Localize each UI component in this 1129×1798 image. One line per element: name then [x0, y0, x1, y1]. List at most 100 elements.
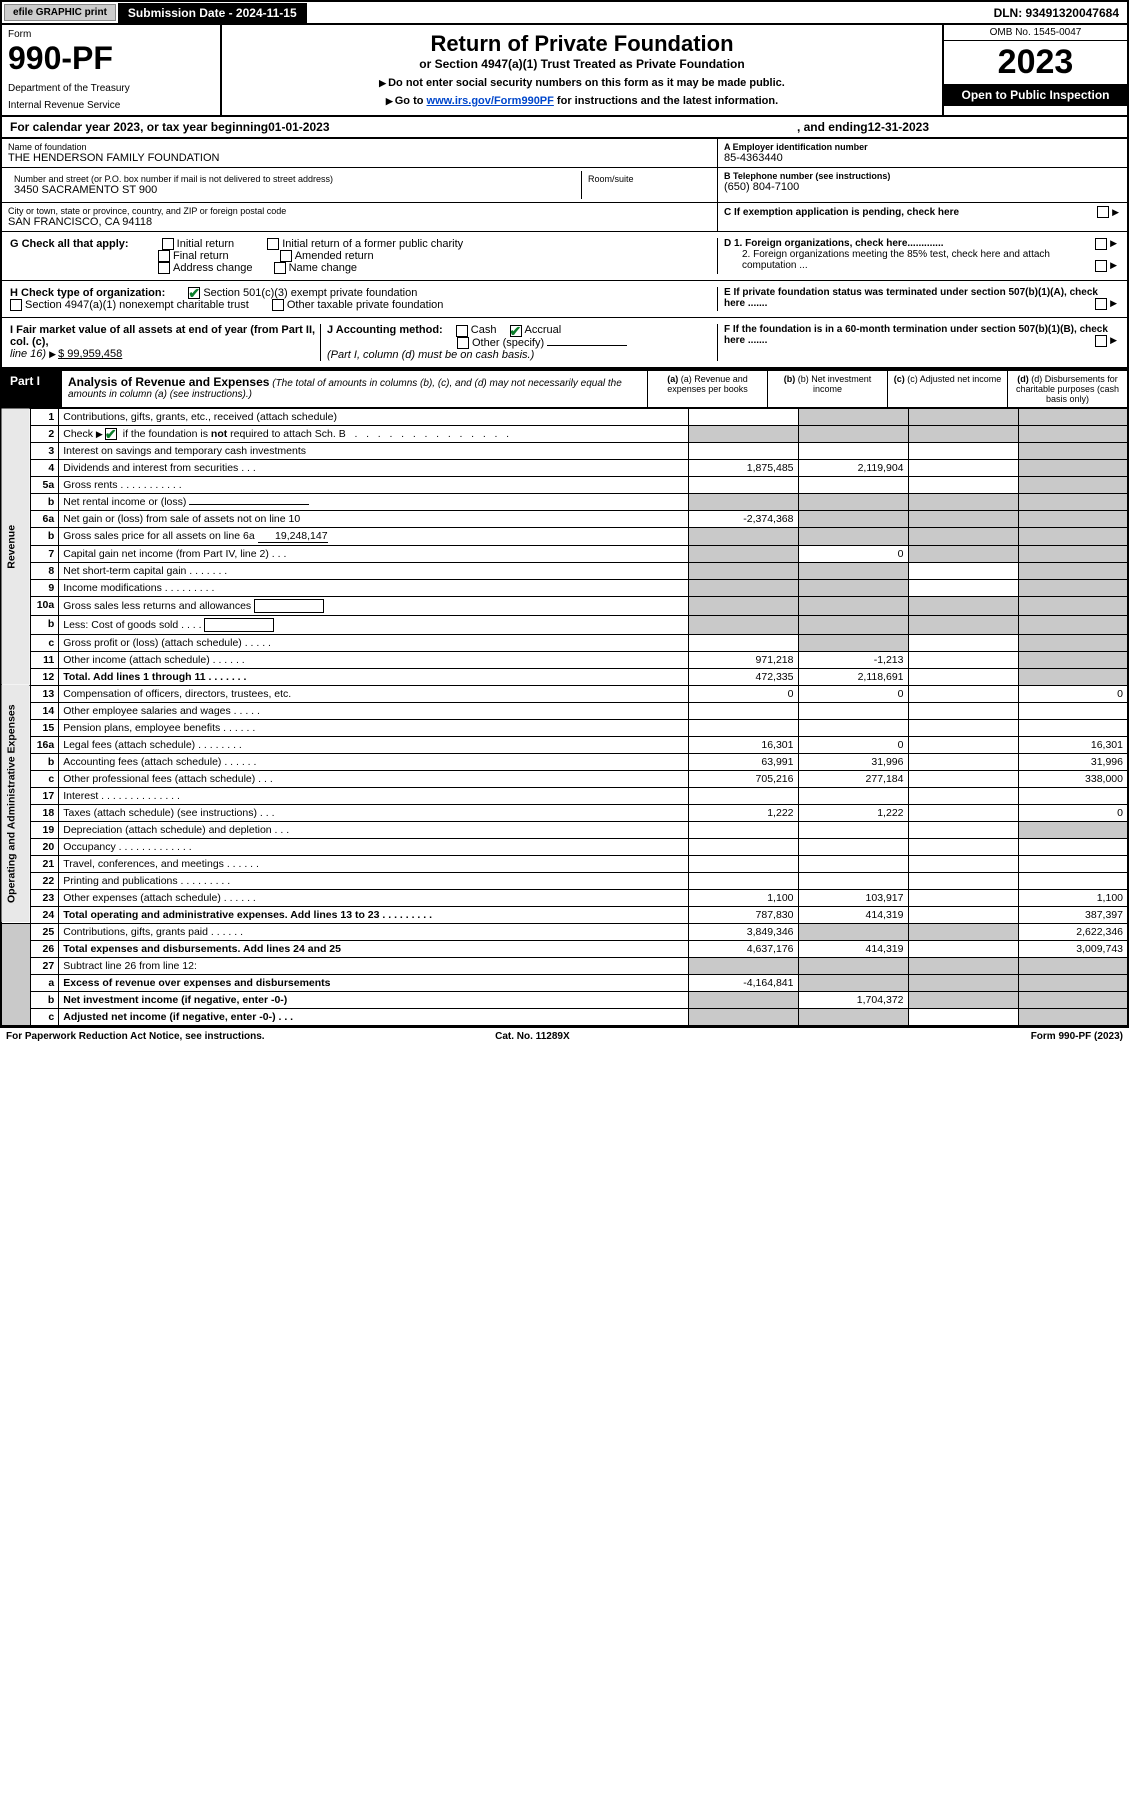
form-number: 990-PF — [8, 40, 214, 77]
addr-value: 3450 SACRAMENTO ST 900 — [14, 184, 575, 196]
g-section: G Check all that apply: Initial return I… — [10, 238, 717, 274]
r10a-desc: Gross sales less returns and allowances — [59, 596, 688, 615]
table-row: 9Income modifications . . . . . . . . . — [1, 579, 1128, 596]
table-row: 25Contributions, gifts, grants paid . . … — [1, 923, 1128, 940]
r25-num: 25 — [31, 923, 59, 940]
r18-a: 1,222 — [688, 804, 798, 821]
table-row: 11Other income (attach schedule) . . . .… — [1, 651, 1128, 668]
r24-a: 787,830 — [688, 906, 798, 923]
r18-desc: Taxes (attach schedule) (see instruction… — [59, 804, 688, 821]
r16a-d: 16,301 — [1018, 736, 1128, 753]
r25-a: 3,849,346 — [688, 923, 798, 940]
cal-start: 01-01-2023 — [268, 120, 329, 134]
table-row: 20Occupancy . . . . . . . . . . . . . — [1, 838, 1128, 855]
form-note-1: Do not enter social security numbers on … — [232, 77, 932, 89]
col-d-header: (d) (d) Disbursements for charitable pur… — [1007, 371, 1127, 407]
i-label: I Fair market value of all assets at end… — [10, 324, 315, 348]
r16c-b: 277,184 — [798, 770, 908, 787]
r3-num: 3 — [31, 442, 59, 459]
r26-a: 4,637,176 — [688, 940, 798, 957]
omb-number: OMB No. 1545-0047 — [944, 25, 1127, 41]
j-accrual: Accrual — [525, 324, 562, 336]
d2-checkbox[interactable] — [1095, 260, 1107, 272]
g-initial-former-checkbox[interactable] — [267, 238, 279, 250]
r17-desc: Interest . . . . . . . . . . . . . . — [59, 787, 688, 804]
r8-desc: Net short-term capital gain . . . . . . … — [59, 562, 688, 579]
g-initial-checkbox[interactable] — [162, 238, 174, 250]
j-label: J Accounting method: — [327, 324, 443, 336]
g-amended-checkbox[interactable] — [280, 250, 292, 262]
table-row: cGross profit or (loss) (attach schedule… — [1, 634, 1128, 651]
j-note: (Part I, column (d) must be on cash basi… — [327, 349, 534, 361]
r24-d: 387,397 — [1018, 906, 1128, 923]
form990pf-link[interactable]: www.irs.gov/Form990PF — [427, 95, 554, 107]
r6a-a: -2,374,368 — [688, 510, 798, 527]
part1-table: Revenue 1Contributions, gifts, grants, e… — [0, 407, 1129, 1027]
h-section: H Check type of organization: Section 50… — [10, 287, 717, 311]
r10a-num: 10a — [31, 596, 59, 615]
h-4947-checkbox[interactable] — [10, 299, 22, 311]
h-other-checkbox[interactable] — [272, 299, 284, 311]
form-note-2: Go to www.irs.gov/Form990PF for instruct… — [232, 95, 932, 107]
form-title: Return of Private Foundation — [232, 31, 932, 57]
g-address-checkbox[interactable] — [158, 262, 170, 274]
f-label: F If the foundation is in a 60-month ter… — [724, 324, 1108, 346]
r7-desc: Capital gain net income (from Part IV, l… — [59, 545, 688, 562]
j-other-checkbox[interactable] — [457, 337, 469, 349]
name-label: Name of foundation — [8, 142, 711, 152]
city-value: SAN FRANCISCO, CA 94118 — [8, 216, 711, 228]
j-accrual-checkbox[interactable] — [510, 325, 522, 337]
r17-num: 17 — [31, 787, 59, 804]
page-footer: For Paperwork Reduction Act Notice, see … — [0, 1027, 1129, 1045]
r7-num: 7 — [31, 545, 59, 562]
phone-value: (650) 804-7100 — [724, 181, 1121, 193]
r4-a: 1,875,485 — [688, 459, 798, 476]
table-row: 8Net short-term capital gain . . . . . .… — [1, 562, 1128, 579]
r12-a: 472,335 — [688, 668, 798, 685]
r23-num: 23 — [31, 889, 59, 906]
open-inspection: Open to Public Inspection — [944, 84, 1127, 106]
g-name-checkbox[interactable] — [274, 262, 286, 274]
r22-desc: Printing and publications . . . . . . . … — [59, 872, 688, 889]
r12-num: 12 — [31, 668, 59, 685]
r4-num: 4 — [31, 459, 59, 476]
header-mid: Return of Private Foundation or Section … — [222, 25, 942, 115]
r11-a: 971,218 — [688, 651, 798, 668]
d1-checkbox[interactable] — [1095, 238, 1107, 250]
r9-num: 9 — [31, 579, 59, 596]
schb-checkbox[interactable] — [105, 428, 117, 440]
name-block: Name of foundation THE HENDERSON FAMILY … — [0, 139, 1129, 168]
table-row: 22Printing and publications . . . . . . … — [1, 872, 1128, 889]
r23-d: 1,100 — [1018, 889, 1128, 906]
phone-cell: B Telephone number (see instructions) (6… — [717, 168, 1127, 203]
table-row: 2Check if the foundation is not required… — [1, 425, 1128, 442]
r6b-desc: Gross sales price for all assets on line… — [59, 527, 688, 545]
r26-b: 414,319 — [798, 940, 908, 957]
r27c-num: c — [31, 1008, 59, 1026]
r23-a: 1,100 — [688, 889, 798, 906]
g-o4: Amended return — [295, 250, 374, 262]
cd: (d) Disbursements for charitable purpose… — [1016, 374, 1119, 404]
h-e-row: H Check type of organization: Section 50… — [0, 281, 1129, 318]
g-o5: Address change — [173, 262, 253, 274]
footer-right: Form 990-PF (2023) — [1031, 1031, 1123, 1042]
e-checkbox[interactable] — [1095, 298, 1107, 310]
table-row: 27Subtract line 26 from line 12: — [1, 957, 1128, 974]
f-checkbox[interactable] — [1095, 335, 1107, 347]
r8-num: 8 — [31, 562, 59, 579]
j-cash-checkbox[interactable] — [456, 325, 468, 337]
efile-button[interactable]: efile GRAPHIC print — [4, 4, 116, 21]
table-row: Operating and Administrative Expenses 13… — [1, 685, 1128, 702]
r16b-desc: Accounting fees (attach schedule) . . . … — [59, 753, 688, 770]
r16a-b: 0 — [798, 736, 908, 753]
h-501c3-checkbox[interactable] — [188, 287, 200, 299]
r27b-desc: Net investment income (if negative, ente… — [59, 991, 688, 1008]
r10c-desc: Gross profit or (loss) (attach schedule)… — [59, 634, 688, 651]
i-line: line 16) — [10, 348, 46, 360]
r3-desc: Interest on savings and temporary cash i… — [59, 442, 688, 459]
table-row: bAccounting fees (attach schedule) . . .… — [1, 753, 1128, 770]
col-b-header: (b) (b) Net investment income — [767, 371, 887, 407]
c-checkbox[interactable] — [1097, 206, 1109, 218]
g-final-checkbox[interactable] — [158, 250, 170, 262]
r16c-d: 338,000 — [1018, 770, 1128, 787]
